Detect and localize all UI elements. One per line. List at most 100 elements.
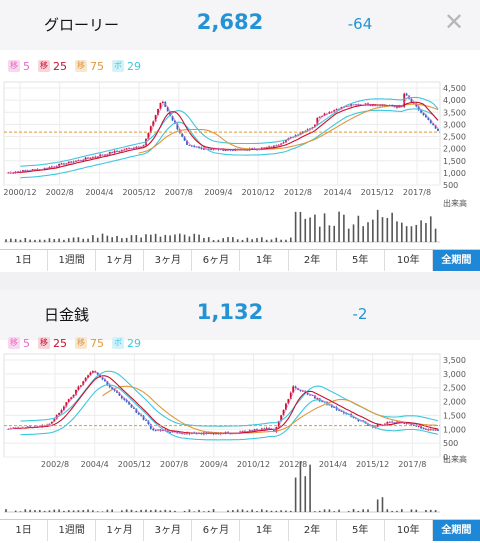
tab-2y[interactable]: 2年 — [289, 250, 337, 271]
volume-bar — [425, 223, 427, 242]
volume-bar — [34, 510, 36, 512]
volume-bar — [159, 236, 162, 242]
tab-10y[interactable]: 10年 — [385, 250, 433, 271]
candle-body — [427, 117, 430, 120]
volume-bar — [82, 238, 85, 242]
candle-body — [272, 428, 275, 433]
volume-bar — [396, 510, 398, 512]
candle-body — [260, 428, 263, 431]
tab-1m[interactable]: 1ヶ月 — [96, 520, 145, 541]
candle-body — [316, 117, 319, 125]
volume-bar — [87, 238, 89, 242]
volume-bar — [212, 509, 215, 512]
volume-bar — [270, 510, 273, 512]
volume-bar — [63, 239, 65, 242]
x-tick-label: 2009/4 — [204, 188, 232, 197]
candle-body — [340, 410, 343, 412]
volume-bar — [434, 228, 437, 242]
tab-3m[interactable]: 3ヶ月 — [144, 520, 193, 541]
ma-tag: 移 — [8, 60, 20, 72]
legend-item-ma25[interactable]: 移 25 — [38, 337, 67, 350]
tab-6m[interactable]: 6ヶ月 — [192, 250, 241, 271]
volume-bar — [400, 509, 403, 512]
stock-change: -64 — [347, 15, 373, 33]
bollinger-tag: ボ — [112, 60, 124, 72]
tab-2y[interactable]: 2年 — [289, 520, 337, 541]
legend-item-bollinger[interactable]: ボ 29 — [112, 60, 141, 73]
legend-item-bollinger[interactable]: ボ 29 — [112, 337, 141, 350]
tab-1m[interactable]: 1ヶ月 — [96, 250, 145, 271]
volume-bar — [121, 238, 123, 242]
x-tick-label: 2017/8 — [403, 188, 431, 197]
volume-bar — [357, 215, 360, 242]
tab-all[interactable]: 全期間 — [432, 520, 480, 541]
candle-body — [321, 401, 324, 403]
y-tick-label: 3,500 — [443, 356, 466, 365]
tab-1w[interactable]: 1週間 — [48, 250, 97, 271]
candle-body — [304, 390, 307, 393]
tab-all[interactable]: 全期間 — [432, 250, 480, 271]
volume-bar — [183, 510, 186, 512]
legend-item-ma75[interactable]: 移 75 — [75, 60, 104, 73]
candle-body — [152, 121, 155, 127]
candle-body — [123, 398, 126, 400]
tab-1d[interactable]: 1日 — [0, 520, 49, 541]
volume-bar — [121, 510, 123, 512]
bollinger-value: 29 — [127, 59, 141, 73]
volume-bar — [164, 509, 167, 512]
tab-1w[interactable]: 1週間 — [48, 520, 97, 541]
x-tick-label: 2010/12 — [242, 188, 275, 197]
y-tick-label: 4,000 — [443, 96, 466, 105]
candle-body — [77, 386, 80, 390]
volume-bar — [333, 511, 336, 512]
candle-body — [425, 428, 427, 430]
price-chart[interactable]: 3,500 3,000 2,500 2,000 1,500 1,000 500 0 2002/8… — [0, 352, 480, 517]
tab-1y[interactable]: 1年 — [240, 520, 289, 541]
tab-1y[interactable]: 1年 — [240, 250, 289, 271]
candle-body — [104, 379, 106, 382]
tab-6m[interactable]: 6ヶ月 — [192, 520, 241, 541]
close-icon[interactable]: ✕ — [443, 8, 465, 36]
tab-5y[interactable]: 5年 — [337, 520, 385, 541]
volume-bar — [227, 510, 229, 512]
candle-body — [316, 398, 319, 400]
candle-body — [58, 163, 60, 167]
volume-bar — [92, 510, 94, 512]
candle-body — [67, 161, 70, 164]
volume-bar — [270, 239, 273, 242]
candle-body — [280, 415, 283, 422]
candle-body — [135, 146, 138, 148]
stock-header: グローリー 2,682 -64 ✕ — [0, 0, 480, 50]
volume-bar — [63, 510, 65, 512]
candle-body — [198, 147, 200, 149]
volume-bar — [145, 509, 147, 512]
candle-body — [333, 406, 336, 408]
candle-body — [186, 140, 188, 145]
bollinger-value: 29 — [127, 336, 141, 350]
candle-body — [154, 115, 157, 122]
tab-5y[interactable]: 5年 — [337, 250, 385, 271]
tab-10y[interactable]: 10年 — [385, 520, 433, 541]
volume-bar — [294, 477, 297, 512]
x-tick-label: 2007/8 — [160, 460, 188, 469]
x-tick-label: 2014/4 — [319, 460, 347, 469]
candle-body — [91, 371, 94, 373]
y-tick-label: 0 — [443, 453, 448, 462]
tab-3m[interactable]: 3ヶ月 — [144, 250, 193, 271]
tab-1d[interactable]: 1日 — [0, 250, 49, 271]
ma-value: 5 — [23, 336, 30, 350]
price-chart[interactable]: 4,500 4,000 3,500 3,000 2,500 2,000 1,500 1,000… — [0, 80, 480, 248]
volume-bar — [29, 509, 31, 512]
volume-bar — [96, 237, 99, 242]
candle-body — [429, 119, 432, 124]
volume-bar — [241, 509, 244, 512]
legend-item-ma25[interactable]: 移 25 — [38, 60, 67, 73]
volume-bar — [101, 233, 104, 242]
volume-bar — [232, 510, 234, 512]
legend-item-ma75[interactable]: 移 75 — [75, 337, 104, 350]
candle-body — [169, 111, 172, 117]
volume-bar — [318, 226, 321, 242]
